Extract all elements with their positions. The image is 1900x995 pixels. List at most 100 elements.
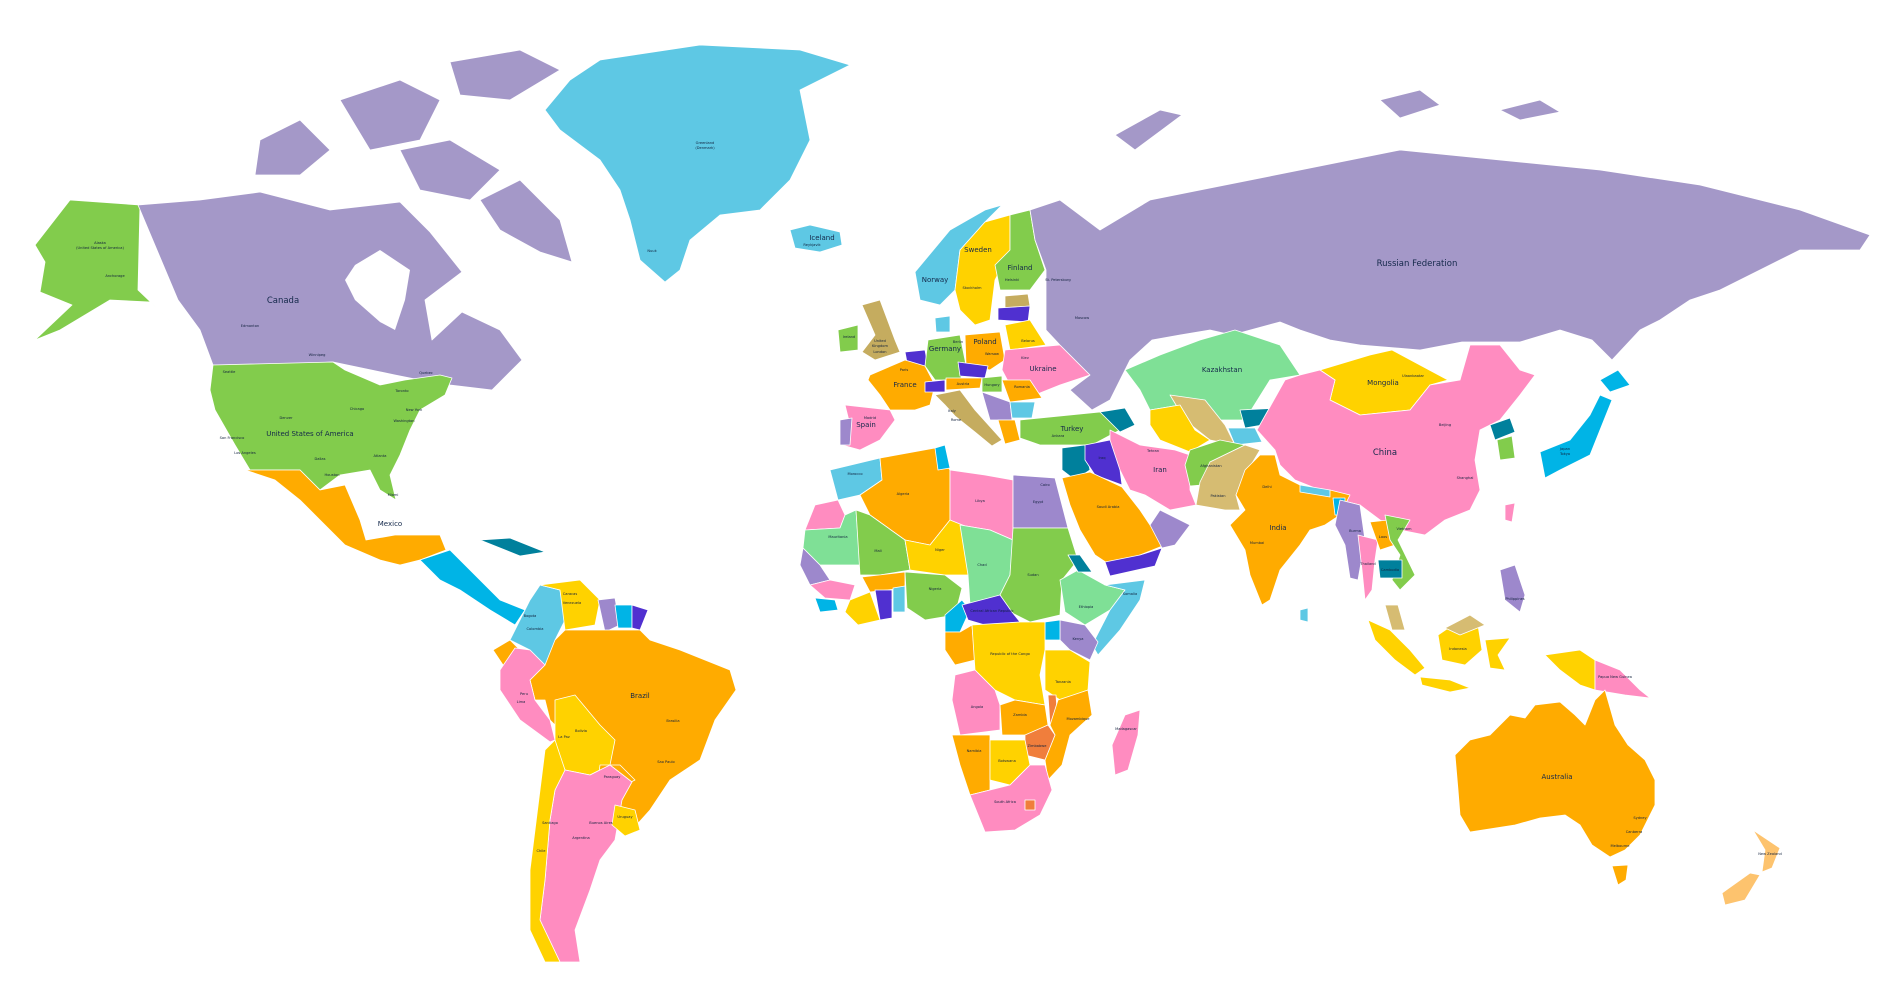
country-label-canada: Canada [267,296,299,306]
hudson-bay-water [345,250,410,330]
country-thailand [1357,534,1379,601]
country-chile [529,739,566,963]
city-label-ulaanbaatar: Ulaanbaatar [1402,374,1425,378]
country-label-burma: Burma [1349,529,1361,533]
city-label-st-petersburg: St. Petersburg [1045,278,1070,282]
city-label-denver: Denver [279,416,293,420]
country-korea-south [1496,435,1516,461]
country-sumatra [1367,619,1426,676]
city-label-chicago: Chicago [350,407,364,411]
city-label-washington: Washington [393,419,414,423]
country-uganda [1044,619,1061,641]
country-label-zambia: Zambia [1013,713,1027,717]
country-sudan [999,527,1079,623]
country-label-mexico: Mexico [378,520,402,528]
city-label-moscow: Moscow [1075,316,1089,320]
country-switzerland [924,379,946,393]
city-label-ankara: Ankara [1052,434,1065,438]
city-label-melbourne: Melbourne [1611,844,1631,848]
country-label-colombia: Colombia [527,627,544,631]
country-label-vietnam: Vietnam [1397,527,1412,531]
country-nepal [1299,484,1331,498]
city-label-buenos-aires: Buenos Aires [589,821,613,825]
country-somalia [1091,579,1146,656]
country-usa [209,361,453,501]
country-java [1419,676,1471,693]
country-label-ethiopia: Ethiopia [1079,605,1094,609]
country-label-sudan: Sudan [1027,573,1038,577]
country-label-iraq: Iraq [1098,456,1105,460]
country-label-angola: Angola [971,705,983,709]
country-france [867,359,936,411]
country-label-australia: Australia [1542,773,1573,781]
country-label-iran: Iran [1153,466,1167,474]
country-tunisia [934,444,951,471]
country-label-pakistan: Pakistan [1210,494,1225,498]
city-label-la-paz: La Paz [558,735,570,739]
country-iceland [789,224,843,253]
country-label-philippines: Philippines [1505,597,1524,601]
country-belarus [1004,319,1047,351]
country-portugal [839,417,853,446]
city-label-kiev: Kiev [1021,356,1030,360]
city-label-warsaw: Warsaw [985,352,999,356]
country-australia [1454,689,1656,858]
country-label-indonesia: Indonesia [1449,647,1466,651]
city-label-atlanta: Atlanta [374,454,387,458]
country-pakistan [1195,444,1261,511]
city-label-tehran: Tehran [1146,449,1159,453]
country-central-america [419,549,526,626]
country-cambodia [1377,559,1403,579]
country-novaya-zemlya [1114,109,1183,151]
city-label-cairo: Cairo [1040,483,1049,487]
country-hungary [981,375,1003,393]
country-canada-island [479,179,573,263]
country-label-ukraine: Ukraine [1029,365,1056,373]
city-label-beijing: Beijing [1439,423,1451,427]
country-ivory-coast [844,591,881,626]
country-label-uk2: Kingdom [872,344,888,348]
country-caucasus [1099,407,1136,433]
country-nz-south [1721,872,1761,906]
country-label-libya: Libya [975,499,985,503]
city-label-paris: Paris [900,368,909,372]
country-label-poland: Poland [973,338,996,346]
country-ghana [874,589,893,621]
country-label-morocco: Morocco [847,472,862,476]
country-borneo-north [1444,614,1486,636]
country-label-peru: Peru [520,692,528,696]
country-label-chad: Chad [977,563,986,567]
country-label-uk: United [874,339,886,343]
country-peru [499,647,556,743]
country-latvia [997,305,1031,323]
country-bulgaria [1009,401,1036,419]
country-venezuela [539,579,601,631]
country-label-greenland-sub: (Denmark) [695,146,715,150]
country-sri-lanka [1299,607,1309,623]
country-new-siberian [1499,99,1561,121]
country-label-new-zealand: New Zealand [1758,852,1782,856]
country-label-laos: Laos [1379,535,1387,539]
country-label-chile: Chile [537,849,547,853]
country-severnaya [1379,89,1441,119]
country-japan [1539,394,1613,479]
country-label-madagascar: Madagascar [1115,727,1137,731]
country-label-brazil: Brazil [630,692,650,700]
country-label-congo: Republic of the Congo [990,652,1030,656]
country-ireland [837,324,859,353]
country-label-paraguay: Paraguay [604,775,622,779]
country-label-spain: Spain [856,421,876,429]
city-label-reykjavik: Reykjavik [803,243,821,247]
country-oman [1149,509,1191,549]
city-label-tokyo: Tokyo [1559,452,1570,456]
country-south-africa [969,764,1053,833]
city-label-brasilia: Brasilia [666,719,679,723]
country-yemen [1104,547,1163,577]
country-label-usa: United States of America [266,430,353,438]
country-label-mali: Mali [874,549,881,553]
country-label-sweden: Sweden [964,246,992,254]
city-label-sydney: Sydney [1633,816,1647,820]
country-canada [137,191,523,391]
country-papua-indonesia [1544,649,1596,691]
